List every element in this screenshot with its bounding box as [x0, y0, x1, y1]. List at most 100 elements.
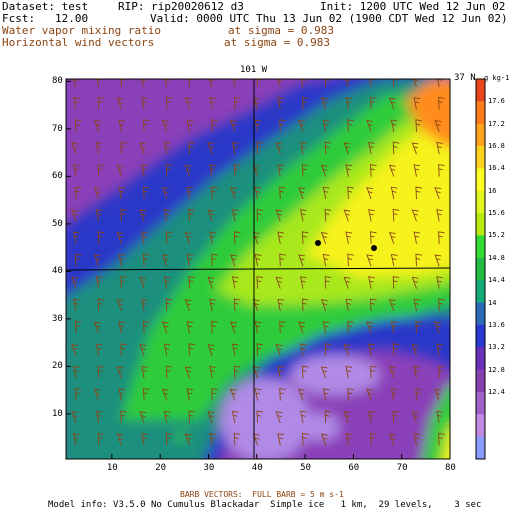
right-latitude-label: 37 N: [454, 73, 476, 83]
wind-barb: [231, 141, 239, 155]
wind-barb: [161, 254, 169, 267]
wind-barb: [277, 365, 284, 379]
wind-barb: [165, 231, 173, 244]
wind-barb: [211, 388, 218, 401]
wind-barb: [184, 231, 192, 244]
wind-barb: [74, 253, 82, 267]
wind-barb: [301, 365, 309, 379]
wind-barb: [73, 365, 80, 379]
wind-barb: [324, 141, 332, 155]
colorbar-swatch: [476, 324, 485, 348]
wind-barb: [252, 366, 260, 379]
colorbar-swatch: [476, 79, 485, 102]
station-marker-1: [315, 240, 321, 246]
wind-barb: [438, 164, 445, 177]
wind-barb: [188, 276, 195, 289]
wind-barb: [186, 186, 194, 200]
wind-barb: [366, 254, 374, 267]
wind-barb: [279, 119, 286, 132]
x-tick-label: 80: [445, 463, 456, 473]
wind-barb: [320, 433, 328, 446]
wind-barb: [165, 96, 173, 110]
wind-barb: [118, 186, 126, 200]
wind-barb: [436, 343, 443, 356]
wind-barb: [95, 410, 103, 424]
wind-barb: [73, 97, 80, 110]
wind-barb: [324, 410, 332, 424]
wind-barb: [343, 411, 351, 424]
wind-barb: [118, 253, 126, 267]
wind-barb: [184, 97, 192, 110]
wind-barb: [143, 388, 150, 401]
wind-barb: [233, 164, 241, 177]
wind-barb: [165, 432, 173, 446]
wind-barb: [275, 411, 283, 424]
wind-barb: [347, 388, 354, 401]
wind-barb: [277, 231, 284, 244]
wind-barb: [275, 209, 283, 222]
wind-barb: [211, 119, 218, 132]
wind-barb: [97, 298, 105, 312]
x-tick-label: 70: [396, 463, 408, 473]
colorbar-label: 12.4: [488, 387, 505, 396]
wind-barb: [74, 388, 82, 401]
wind-barb: [211, 253, 218, 267]
wind-barb: [254, 253, 262, 267]
wind-barb: [163, 410, 171, 424]
wind-barb: [279, 186, 286, 200]
wind-barb: [366, 388, 374, 401]
wind-barb: [366, 119, 374, 132]
wind-barb: [209, 433, 216, 446]
wind-barb: [74, 186, 82, 200]
dataset-label: Dataset: test: [2, 0, 89, 13]
wind-barb: [97, 164, 105, 177]
wind-barb: [95, 343, 103, 356]
wind-barb: [411, 276, 419, 289]
wind-barb: [298, 388, 305, 401]
wind-barb: [390, 119, 398, 132]
wind-barb: [413, 79, 418, 88]
wind-barb: [413, 298, 421, 312]
wind-barb: [93, 388, 101, 401]
y-tick-label: 70: [52, 123, 63, 134]
colorbar-label: 13.2: [488, 343, 505, 352]
wind-barb: [366, 187, 374, 200]
wind-barb: [388, 366, 396, 379]
field-lavender-2: [290, 355, 380, 395]
wind-barb: [139, 411, 147, 424]
wind-barb: [95, 141, 103, 155]
colorbar-swatch: [476, 213, 485, 236]
wind-barb: [322, 253, 330, 267]
wind-barb: [188, 208, 195, 222]
wind-barb: [139, 209, 147, 222]
wind-barb: [300, 410, 307, 424]
wind-barb: [322, 321, 330, 334]
colorbar-swatch: [476, 391, 485, 415]
wind-barb: [231, 343, 239, 356]
colorbar-swatch: [476, 302, 485, 326]
wind-barb: [434, 321, 442, 334]
latitude-line: [66, 267, 450, 271]
wind-barb: [300, 209, 307, 222]
wind-barb: [230, 388, 237, 401]
wind-barb: [120, 208, 127, 222]
colorbar-swatch: [476, 168, 485, 192]
wind-barb: [209, 231, 216, 244]
wind-barb: [370, 231, 377, 244]
wind-barb: [392, 141, 400, 155]
wind-barb: [141, 231, 148, 244]
wind-barb: [413, 433, 421, 446]
wind-barb: [120, 276, 127, 289]
y-tick-label: 80: [52, 76, 63, 87]
wind-barb: [116, 299, 124, 312]
wind-barb: [254, 119, 262, 132]
wind-barb: [230, 321, 237, 334]
wind-barb: [411, 411, 419, 424]
colorbar-label: 17.6: [488, 97, 505, 106]
wind-barb: [279, 388, 286, 401]
wind-barb: [300, 79, 306, 88]
colorbar-swatch: [476, 123, 485, 147]
wind-barb: [163, 276, 171, 289]
field-lower-right-green: [422, 386, 450, 459]
field1-level: at sigma = 0.983: [228, 24, 334, 37]
